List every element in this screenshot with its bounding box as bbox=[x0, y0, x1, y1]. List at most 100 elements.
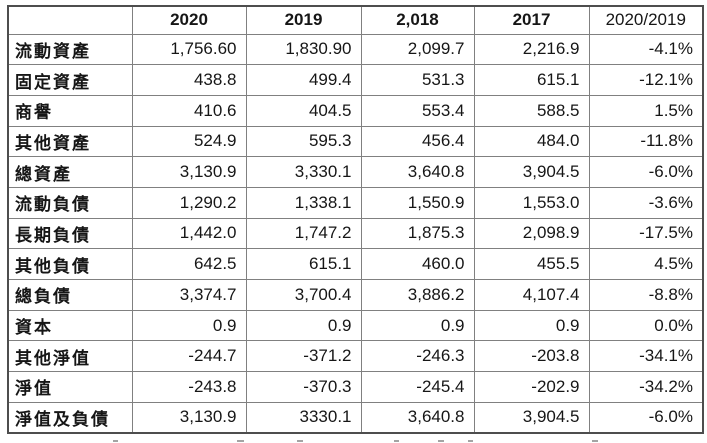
table-row: 固定資產 438.8 499.4 531.3 615.1 -12.1% bbox=[7, 64, 704, 96]
row-label-cell: 長期負債 bbox=[7, 217, 133, 250]
percent-value-cell: -8.8% bbox=[588, 279, 704, 311]
header-row: 2020 2019 2,018 2017 2020/2019 bbox=[7, 5, 704, 35]
cutoff-caption-fragment bbox=[592, 440, 598, 442]
table-row: 其他淨值 -244.7 -371.2 -246.3 -203.8 -34.1% bbox=[7, 340, 704, 373]
value-cell: 410.6 bbox=[131, 94, 247, 127]
table-row: 淨值及負債 3,130.9 3330.1 3,640.8 3,904.5 -6.0% bbox=[7, 401, 704, 434]
value-cell: -245.4 bbox=[360, 371, 475, 403]
value-cell: -243.8 bbox=[131, 371, 247, 403]
value-cell: 2,216.9 bbox=[473, 33, 590, 66]
value-cell: 524.9 bbox=[131, 125, 247, 158]
table-row: 總資產 3,130.9 3,330.1 3,640.8 3,904.5 -6.0% bbox=[7, 156, 704, 188]
value-cell: 3,330.1 bbox=[245, 156, 362, 188]
value-cell: 456.4 bbox=[360, 125, 475, 158]
percent-value-cell: 4.5% bbox=[588, 248, 704, 280]
row-label-cell: 固定資產 bbox=[7, 64, 133, 96]
value-cell: 615.1 bbox=[473, 64, 590, 96]
value-cell: 553.4 bbox=[360, 94, 475, 127]
row-label-cell: 其他淨值 bbox=[7, 340, 133, 373]
row-label-cell: 淨值 bbox=[7, 371, 133, 403]
value-cell: 1,747.2 bbox=[245, 217, 362, 250]
cutoff-caption-fragment bbox=[297, 440, 303, 442]
row-label-cell: 總資產 bbox=[7, 156, 133, 188]
row-label-cell: 資本 bbox=[7, 309, 133, 342]
table-row: 總負債 3,374.7 3,700.4 3,886.2 4,107.4 -8.8% bbox=[7, 279, 704, 311]
value-cell: 531.3 bbox=[360, 64, 475, 96]
value-cell: 3,640.8 bbox=[360, 156, 475, 188]
value-cell: 3,700.4 bbox=[245, 279, 362, 311]
value-cell: 1,550.9 bbox=[360, 186, 475, 219]
corner-header-cell bbox=[7, 5, 133, 35]
value-cell: -371.2 bbox=[245, 340, 362, 373]
table-row: 資本 0.9 0.9 0.9 0.9 0.0% bbox=[7, 309, 704, 342]
value-cell: 455.5 bbox=[473, 248, 590, 280]
value-cell: 0.9 bbox=[360, 309, 475, 342]
row-label-cell: 流動負債 bbox=[7, 186, 133, 219]
value-cell: 0.9 bbox=[131, 309, 247, 342]
column-header-cell: 2020 bbox=[131, 5, 247, 35]
value-cell: 1,553.0 bbox=[473, 186, 590, 219]
percent-value-cell: -4.1% bbox=[588, 33, 704, 66]
table-row: 流動資產 1,756.60 1,830.90 2,099.7 2,216.9 -4.1% bbox=[7, 33, 704, 66]
column-header-cell: 2017 bbox=[473, 5, 590, 35]
row-label-cell: 其他資產 bbox=[7, 125, 133, 158]
financial-balance-sheet-table: 2020 2019 2,018 2017 2020/2019 流動資產 1,756.60 1… bbox=[7, 5, 704, 434]
percent-value-cell: -34.2% bbox=[588, 371, 704, 403]
table-row: 商譽 410.6 404.5 553.4 588.5 1.5% bbox=[7, 94, 704, 127]
column-header-cell: 2019 bbox=[245, 5, 362, 35]
value-cell: 1,756.60 bbox=[131, 33, 247, 66]
value-cell: 4,107.4 bbox=[473, 279, 590, 311]
value-cell: 1,875.3 bbox=[360, 217, 475, 250]
value-cell: 3,130.9 bbox=[131, 156, 247, 188]
value-cell: 3,374.7 bbox=[131, 279, 247, 311]
column-header-cell: 2,018 bbox=[360, 5, 475, 35]
value-cell: 3,904.5 bbox=[473, 401, 590, 434]
cutoff-caption-fragment bbox=[237, 440, 244, 442]
value-cell: 460.0 bbox=[360, 248, 475, 280]
value-cell: 588.5 bbox=[473, 94, 590, 127]
percent-value-cell: -6.0% bbox=[588, 156, 704, 188]
cutoff-caption-fragment bbox=[438, 440, 444, 442]
row-label-cell: 商譽 bbox=[7, 94, 133, 127]
value-cell: -246.3 bbox=[360, 340, 475, 373]
value-cell: 1,830.90 bbox=[245, 33, 362, 66]
value-cell: 0.9 bbox=[473, 309, 590, 342]
table-row: 淨值 -243.8 -370.3 -245.4 -202.9 -34.2% bbox=[7, 371, 704, 403]
value-cell: 3,904.5 bbox=[473, 156, 590, 188]
cutoff-caption-fragment bbox=[113, 440, 118, 442]
value-cell: -244.7 bbox=[131, 340, 247, 373]
value-cell: 0.9 bbox=[245, 309, 362, 342]
value-cell: 2,098.9 bbox=[473, 217, 590, 250]
table-row: 其他資產 524.9 595.3 456.4 484.0 -11.8% bbox=[7, 125, 704, 158]
row-label-cell: 流動資產 bbox=[7, 33, 133, 66]
percent-value-cell: -3.6% bbox=[588, 186, 704, 219]
value-cell: 3,640.8 bbox=[360, 401, 475, 434]
percent-value-cell: 1.5% bbox=[588, 94, 704, 127]
value-cell: 1,442.0 bbox=[131, 217, 247, 250]
row-label-cell: 淨值及負債 bbox=[7, 401, 133, 434]
percent-value-cell: 0.0% bbox=[588, 309, 704, 342]
value-cell: 438.8 bbox=[131, 64, 247, 96]
value-cell: 615.1 bbox=[245, 248, 362, 280]
percent-value-cell: -34.1% bbox=[588, 340, 704, 373]
table-body: 流動資產 1,756.60 1,830.90 2,099.7 2,216.9 -4.1% 固… bbox=[7, 33, 704, 434]
value-cell: 642.5 bbox=[131, 248, 247, 280]
percent-value-cell: -6.0% bbox=[588, 401, 704, 434]
column-header-cell: 2020/2019 bbox=[588, 5, 704, 35]
table-row: 其他負債 642.5 615.1 460.0 455.5 4.5% bbox=[7, 248, 704, 280]
value-cell: 404.5 bbox=[245, 94, 362, 127]
value-cell: -370.3 bbox=[245, 371, 362, 403]
value-cell: 595.3 bbox=[245, 125, 362, 158]
percent-value-cell: -12.1% bbox=[588, 64, 704, 96]
value-cell: -202.9 bbox=[473, 371, 590, 403]
value-cell: -203.8 bbox=[473, 340, 590, 373]
value-cell: 1,290.2 bbox=[131, 186, 247, 219]
cutoff-caption-fragment bbox=[394, 440, 399, 442]
table-row: 流動負債 1,290.2 1,338.1 1,550.9 1,553.0 -3.6% bbox=[7, 186, 704, 219]
percent-value-cell: -11.8% bbox=[588, 125, 704, 158]
value-cell: 3,130.9 bbox=[131, 401, 247, 434]
value-cell: 499.4 bbox=[245, 64, 362, 96]
percent-value-cell: -17.5% bbox=[588, 217, 704, 250]
row-label-cell: 其他負債 bbox=[7, 248, 133, 280]
table-row: 長期負債 1,442.0 1,747.2 1,875.3 2,098.9 -17.5% bbox=[7, 217, 704, 250]
